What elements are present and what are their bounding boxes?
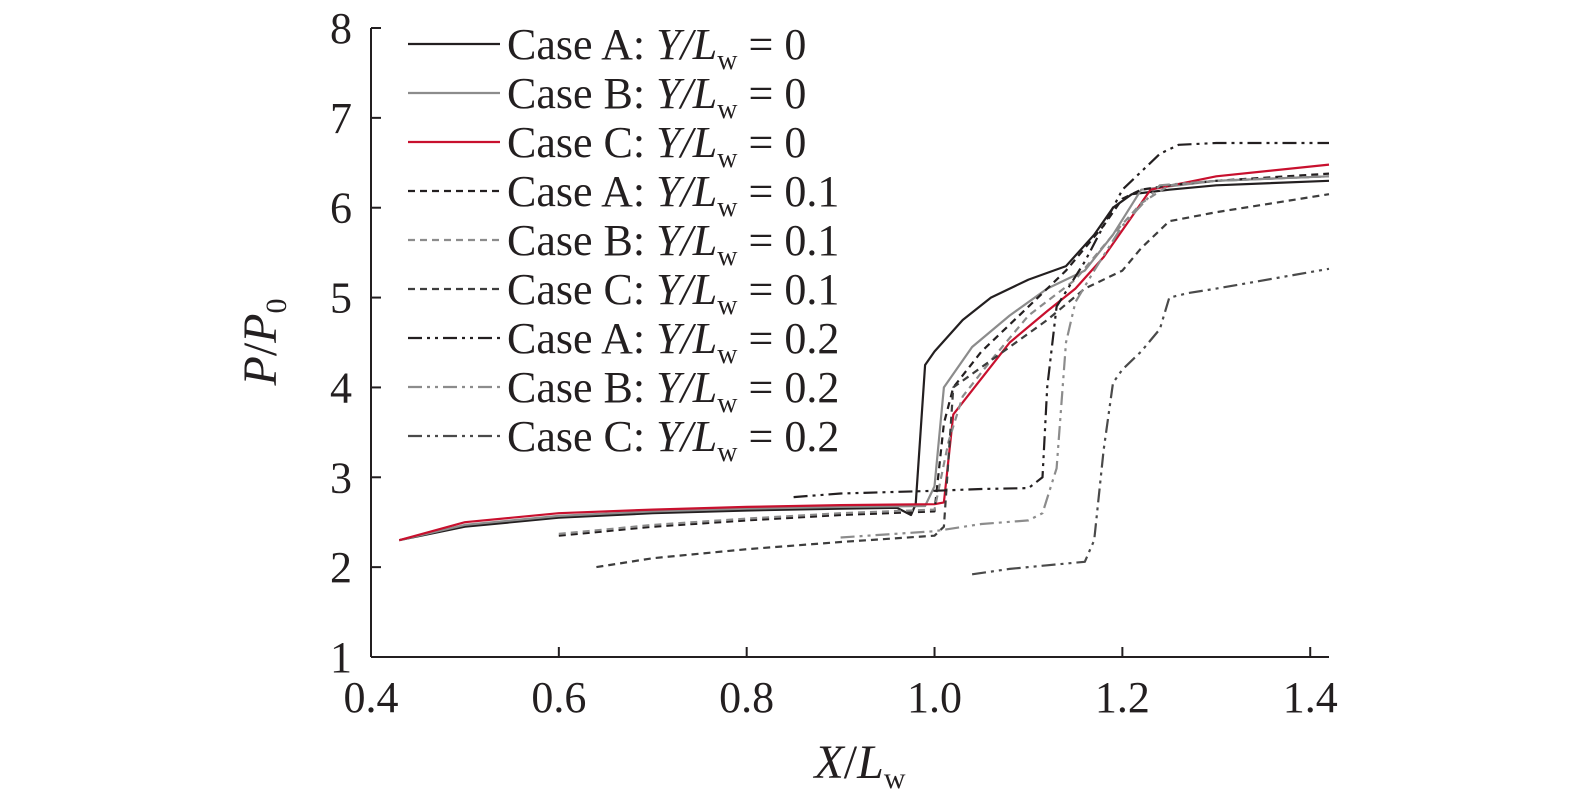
tick-labels: 1 2 3 4 5 6 7 8 0.4 0.6 0.8 1.0 1.2 1.4 [330, 4, 1338, 722]
y-tick-label: 1 [330, 633, 352, 682]
y-tick-label: 6 [330, 184, 352, 233]
legend-label-8: Case B: Y/Lw = 0.2 [507, 363, 839, 419]
x-axis-label: X/Lw [812, 736, 905, 795]
legend-label-7: Case A: Y/Lw = 0.2 [507, 314, 839, 370]
y-tick-label: 2 [330, 543, 352, 592]
plot-lines [398, 141, 1330, 576]
series-line-8 [840, 175, 1330, 539]
series-line-6 [596, 193, 1330, 569]
series-line-5 [558, 175, 1330, 535]
y-axis-label: P/P0 [234, 299, 293, 387]
legend-label-2: Case B: Y/Lw = 0 [507, 69, 806, 125]
y-tick-label: 4 [330, 363, 352, 412]
legend-label-9: Case C: Y/Lw = 0.2 [507, 412, 839, 468]
axes [370, 28, 1329, 658]
series-line-2 [398, 175, 1330, 542]
y-tick-label: 5 [330, 274, 352, 323]
y-tick-label: 3 [330, 453, 352, 502]
y-tick-label: 8 [330, 4, 352, 53]
legend-label-6: Case C: Y/Lw = 0.1 [507, 265, 839, 321]
x-tick-label: 1.0 [907, 673, 962, 722]
series-line-1 [398, 179, 1330, 542]
legend-label-3: Case C: Y/Lw = 0 [507, 118, 806, 174]
ticks [370, 27, 1312, 658]
series-line-4 [558, 172, 1330, 537]
legend-label-5: Case B: Y/Lw = 0.1 [507, 216, 839, 272]
legend-label-4: Case A: Y/Lw = 0.1 [507, 167, 839, 223]
x-tick-label: 0.6 [531, 673, 586, 722]
series-line-9 [971, 267, 1330, 576]
x-tick-label: 1.2 [1095, 673, 1150, 722]
x-tick-label: 0.4 [344, 673, 399, 722]
legend-label-1: Case A: Y/Lw = 0 [507, 20, 806, 76]
y-tick-label: 7 [330, 94, 352, 143]
series-line-7 [793, 141, 1329, 499]
x-tick-label: 1.4 [1283, 673, 1338, 722]
x-tick-label: 0.8 [719, 673, 774, 722]
